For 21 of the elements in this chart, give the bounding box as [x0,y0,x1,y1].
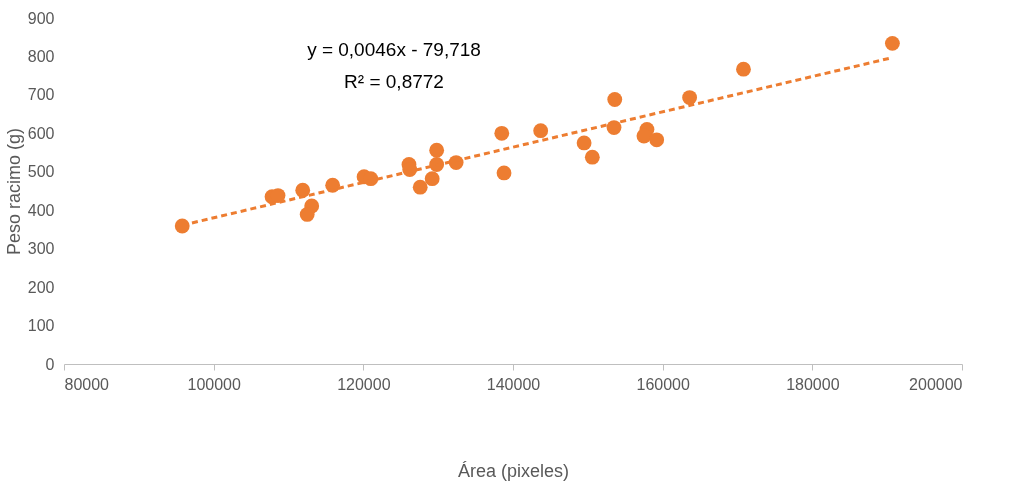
x-tick-label: 80000 [64,375,110,393]
y-tick-label: 800 [27,47,55,65]
x-tick-label: 140000 [486,375,541,393]
annotation: R² = 0,8772 [344,71,444,92]
y-tick-label: 100 [27,317,55,335]
x-tick-label: 200000 [909,375,963,393]
y-tick-label: 0 [45,355,55,373]
x-axis-title: Área (pixeles) [457,460,570,481]
x-tick-label: 180000 [786,375,840,393]
y-tick-label: 600 [27,124,55,142]
y-axis-title: Peso racimo (g) [3,127,24,256]
y-tick-label: 200 [27,278,55,296]
y-tick-label: 300 [27,240,55,258]
annotation: y = 0,0046x - 79,718 [307,39,481,60]
x-tick-label: 100000 [187,375,241,393]
y-tick-label: 900 [27,9,55,27]
y-tick-label: 500 [27,163,55,181]
y-tick-label: 400 [27,201,55,219]
y-tick-label: 700 [27,86,55,104]
x-tick-label: 160000 [636,375,690,393]
x-tick-label: 120000 [337,375,391,393]
